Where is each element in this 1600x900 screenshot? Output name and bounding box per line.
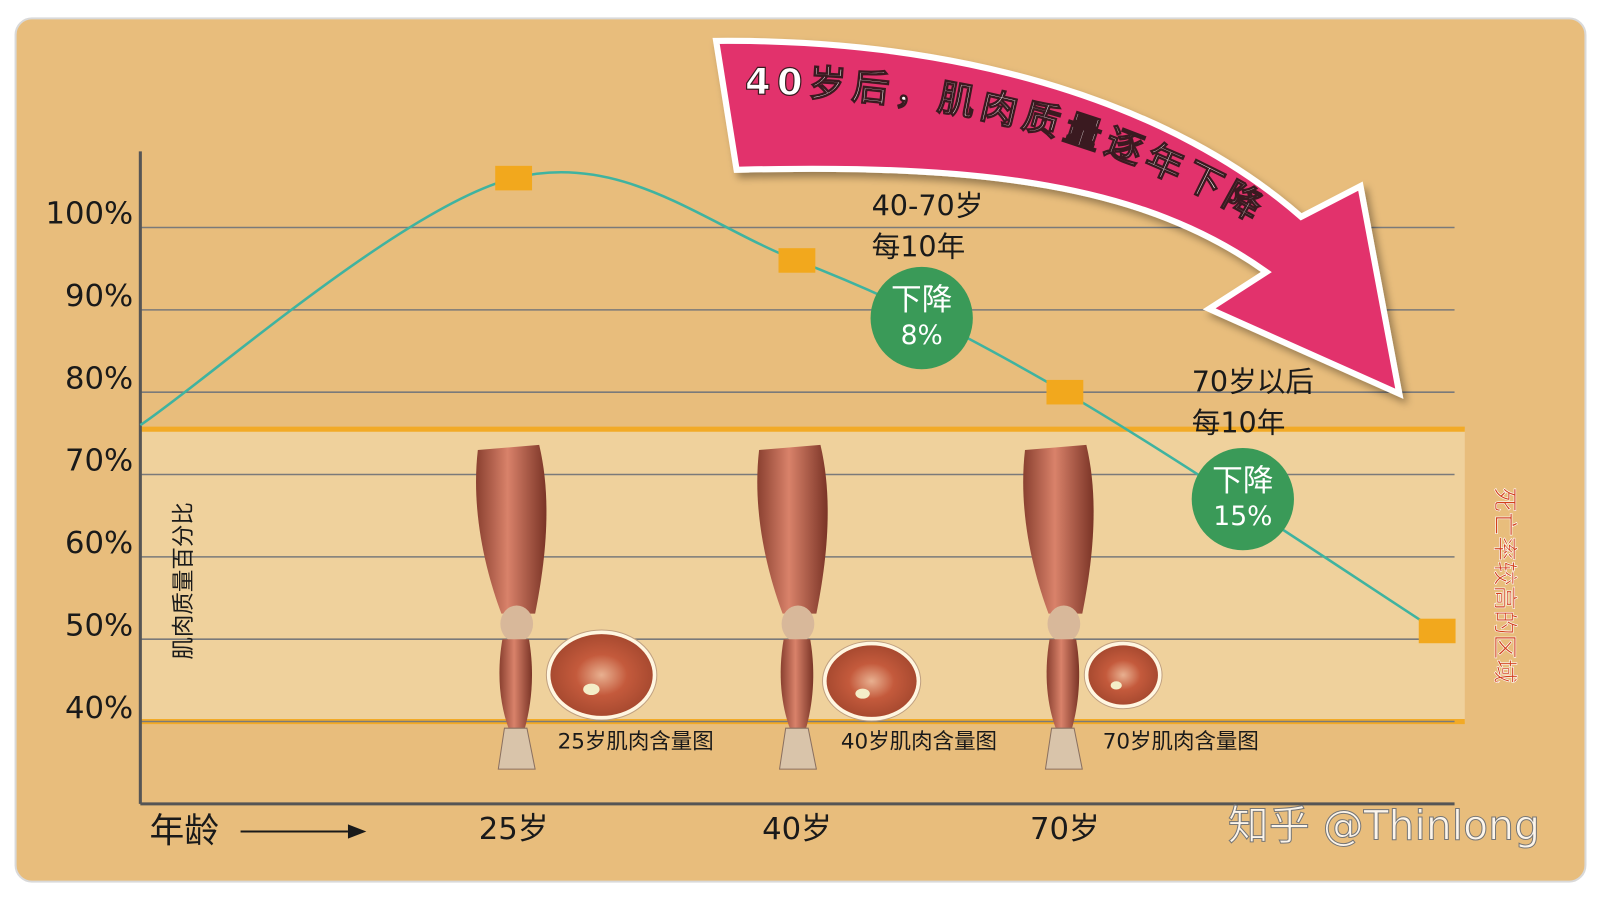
annotation-text: 每10年 <box>1192 405 1286 439</box>
image-caption: 40岁肌肉含量图 <box>841 730 997 755</box>
cross-section <box>826 645 917 717</box>
annotation-text: 每10年 <box>872 230 966 264</box>
leg-shin <box>780 639 814 729</box>
leg-foot <box>1044 727 1083 770</box>
y-tick-label: 70% <box>65 444 133 479</box>
y-tick-label: 40% <box>65 691 133 726</box>
cross-section-bone <box>855 688 870 699</box>
point-marker <box>1046 379 1084 405</box>
watermark: 知乎 @Thinlong <box>1228 801 1540 849</box>
cross-section <box>550 634 653 716</box>
y-tick-label: 80% <box>65 361 133 396</box>
leg-foot <box>778 727 817 770</box>
badge-text: 15% <box>1213 501 1272 532</box>
leg-foot <box>497 727 536 770</box>
x-label-arrowhead <box>347 824 367 839</box>
y-tick-label: 50% <box>65 608 133 643</box>
x-axis-label: 年龄 <box>150 812 220 852</box>
leg-knee <box>500 605 534 643</box>
y-tick-label: 90% <box>65 279 133 314</box>
leg-thigh <box>476 444 547 614</box>
image-caption: 70岁肌肉含量图 <box>1103 730 1259 755</box>
point-marker <box>495 165 533 191</box>
leg-thigh <box>757 444 828 614</box>
leg-knee <box>781 605 815 643</box>
badge-text: 下降 <box>891 283 952 318</box>
y-axis-label: 肌肉质量百分比 <box>171 502 197 660</box>
annotation-text: 40-70岁 <box>872 189 984 223</box>
leg-shin <box>1046 639 1080 729</box>
trend-arrow <box>712 37 1404 399</box>
cross-section <box>1088 645 1158 705</box>
badge-text: 8% <box>901 320 943 351</box>
annotation-text: 70岁以后 <box>1192 365 1314 399</box>
arrow-shape <box>712 37 1404 399</box>
point-marker <box>1418 618 1456 644</box>
y-tick-label: 60% <box>65 526 133 561</box>
cross-section-bone <box>1110 681 1122 690</box>
x-tick-label: 25岁 <box>479 812 549 847</box>
x-tick-label: 70岁 <box>1030 812 1100 847</box>
badge <box>1191 447 1294 551</box>
leg-knee <box>1047 605 1081 643</box>
image-caption: 25岁肌肉含量图 <box>558 730 714 755</box>
cross-section-bone <box>583 683 600 696</box>
badge-text: 下降 <box>1212 464 1273 499</box>
zone-label: 死亡率较高的区域 <box>1491 487 1520 683</box>
leg-shin <box>499 639 533 729</box>
x-tick-label: 40岁 <box>762 812 832 847</box>
y-tick-label: 100% <box>45 197 133 232</box>
point-marker <box>778 248 816 273</box>
leg-thigh <box>1023 444 1094 614</box>
badge <box>870 266 973 370</box>
